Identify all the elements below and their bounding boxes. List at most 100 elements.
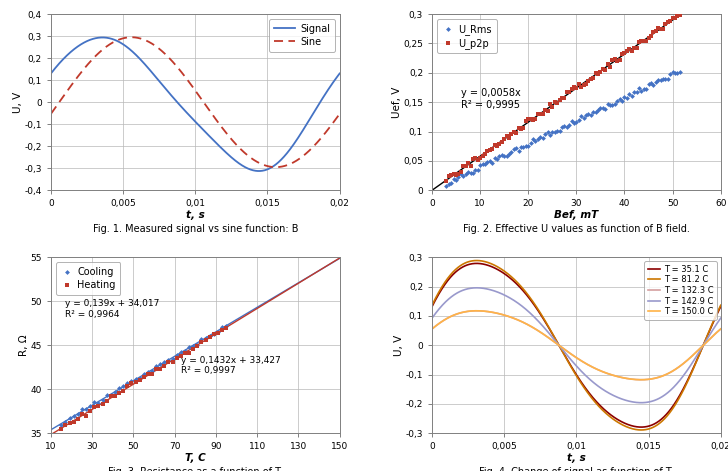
U_Rms — [662, 75, 673, 82]
U_Rms — [443, 180, 455, 188]
T = 81.2 C — [472, 258, 481, 263]
U_p2p — [462, 160, 474, 167]
U_Rms — [505, 148, 517, 156]
U_Rms — [585, 111, 597, 119]
T = 35.1 C — [551, 336, 560, 342]
U_p2p — [630, 44, 642, 51]
Heating — [113, 390, 124, 397]
U_Rms — [481, 158, 493, 166]
T = 132.3 C — [427, 326, 436, 332]
U_Rms — [643, 80, 654, 88]
Sine — [47, 111, 55, 117]
U_Rms — [532, 135, 544, 143]
T = 35.1 C — [461, 263, 470, 269]
Signal — [298, 127, 307, 133]
Cooling — [171, 351, 183, 358]
U_Rms — [597, 104, 609, 112]
T = 35.1 C — [716, 304, 725, 309]
U_p2p — [643, 34, 654, 42]
Cooling — [159, 358, 170, 366]
Cooling — [142, 368, 154, 376]
U_p2p — [520, 117, 531, 125]
Heating — [146, 370, 158, 378]
Heating — [183, 349, 195, 357]
U_p2p — [446, 171, 457, 179]
U_Rms — [650, 78, 662, 85]
Signal — [255, 168, 264, 174]
Heating — [68, 419, 79, 426]
Line: Sine: Sine — [51, 37, 340, 167]
T = 81.2 C — [637, 427, 646, 433]
U_Rms — [530, 138, 542, 145]
U_p2p — [443, 172, 455, 179]
Cooling — [216, 323, 228, 331]
U_Rms — [475, 161, 486, 169]
T = 150.0 C — [461, 309, 470, 315]
T = 132.3 C — [551, 340, 560, 345]
Heating — [122, 382, 133, 390]
Heating — [138, 373, 149, 381]
U_Rms — [539, 130, 551, 138]
Heating — [80, 412, 92, 420]
U_p2p — [494, 140, 505, 147]
Line: T = 142.9 C: T = 142.9 C — [432, 288, 721, 403]
U_p2p — [460, 162, 472, 170]
Cooling — [138, 370, 149, 378]
U_p2p — [568, 84, 579, 91]
T = 35.1 C — [472, 260, 481, 266]
Heating — [208, 331, 220, 338]
Sine — [127, 34, 136, 40]
Heating — [134, 376, 146, 384]
Signal — [79, 40, 88, 46]
U_Rms — [580, 112, 592, 119]
Heating — [55, 426, 67, 433]
U_p2p — [604, 63, 616, 71]
U_Rms — [645, 79, 657, 87]
U_Rms — [602, 100, 614, 108]
U_p2p — [534, 110, 546, 118]
Cooling — [191, 341, 203, 349]
U_Rms — [448, 175, 459, 183]
Legend: U_Rms, U_p2p: U_Rms, U_p2p — [437, 19, 496, 53]
T = 81.2 C — [478, 258, 486, 264]
Text: y = 0,139x + 34,017
R² = 0,9964: y = 0,139x + 34,017 R² = 0,9964 — [66, 300, 159, 319]
T = 150.0 C — [478, 308, 486, 314]
U_Rms — [518, 143, 529, 150]
Cooling — [196, 336, 207, 343]
Sine — [298, 153, 307, 159]
U_p2p — [660, 20, 671, 28]
U_p2p — [599, 66, 611, 73]
U_Rms — [547, 129, 558, 136]
Cooling — [150, 362, 162, 370]
X-axis label: Bef, mT: Bef, mT — [554, 210, 598, 219]
U_p2p — [628, 44, 640, 52]
U_Rms — [578, 114, 590, 122]
U_p2p — [479, 150, 491, 158]
Heating — [196, 338, 207, 345]
U_p2p — [638, 38, 649, 45]
T = 142.9 C — [461, 287, 470, 292]
Heating — [154, 365, 166, 373]
Cooling — [92, 399, 104, 406]
T = 150.0 C — [539, 331, 547, 337]
T = 132.3 C — [478, 308, 486, 314]
U_Rms — [554, 127, 566, 135]
U_p2p — [539, 106, 551, 114]
Signal — [330, 78, 339, 84]
U_p2p — [575, 83, 587, 91]
U_p2p — [496, 138, 507, 146]
Heating — [179, 349, 191, 357]
U_Rms — [665, 70, 676, 77]
Cooling — [88, 398, 100, 406]
Legend: Cooling, Heating: Cooling, Heating — [56, 262, 120, 295]
U_p2p — [626, 48, 638, 55]
U_Rms — [647, 81, 659, 89]
T = 150.0 C — [680, 360, 689, 366]
U_p2p — [554, 96, 566, 104]
T = 132.3 C — [461, 309, 470, 315]
U_p2p — [674, 12, 686, 19]
T = 142.9 C — [716, 315, 725, 321]
U_p2p — [672, 13, 684, 20]
U_p2p — [499, 136, 510, 143]
Y-axis label: R, Ω: R, Ω — [19, 334, 29, 356]
